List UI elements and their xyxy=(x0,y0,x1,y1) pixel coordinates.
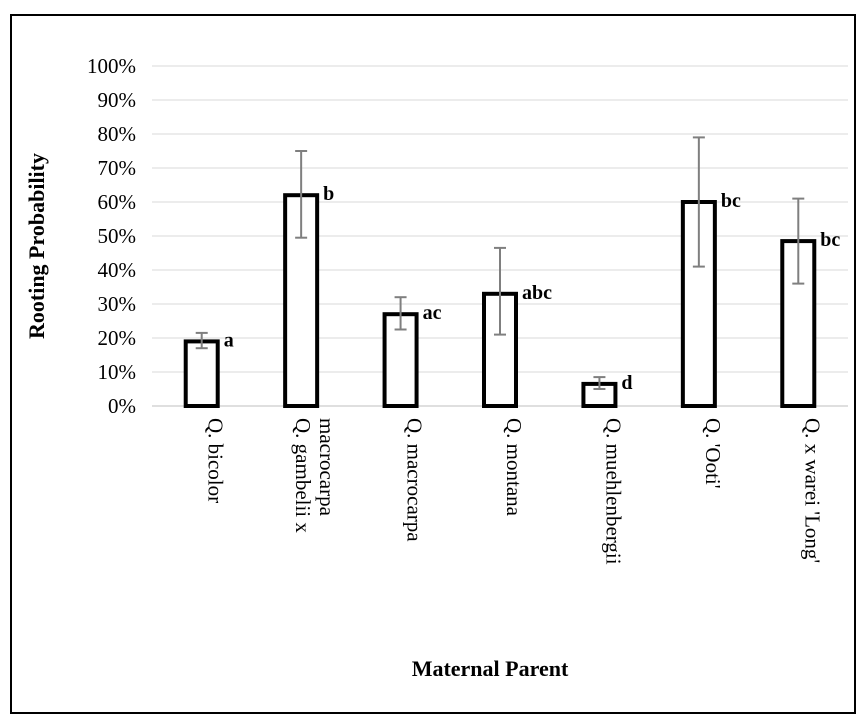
significance-letter: a xyxy=(224,329,234,351)
y-axis-ticks: 0% 10% 20% 30% 40% 50% 60% 70% 80% 90% 100% xyxy=(87,54,136,418)
category-label: Q. 'Ooti' xyxy=(701,418,725,489)
significance-letter: bc xyxy=(721,190,741,212)
y-tick-label: 70% xyxy=(98,156,137,180)
significance-letter: b xyxy=(323,183,334,205)
x-axis-title: Maternal Parent xyxy=(412,656,569,681)
y-tick-label: 60% xyxy=(98,190,137,214)
y-tick-label: 30% xyxy=(98,292,137,316)
category-label: Q. muehlenbergii xyxy=(601,418,625,565)
y-tick-label: 80% xyxy=(98,122,137,146)
category-labels: Q. bicolor Q. gambelii x macrocarpa Q. macr… xyxy=(204,418,825,565)
gridlines xyxy=(152,65,848,373)
significance-letter: bc xyxy=(820,229,840,251)
error-bars xyxy=(195,136,805,390)
significance-letter: abc xyxy=(522,282,552,304)
y-axis-title: Rooting Probability xyxy=(24,153,49,339)
category-label: Q. x warei 'Long' xyxy=(800,418,824,563)
significance-letters: a b ac abc d bc bc xyxy=(224,183,841,394)
significance-letter: ac xyxy=(423,302,442,324)
y-tick-label: 50% xyxy=(98,224,137,248)
bars xyxy=(183,193,817,409)
y-tick-label: 0% xyxy=(108,394,136,418)
category-label: Q. bicolor xyxy=(204,418,228,503)
category-label: macrocarpa xyxy=(315,418,339,517)
bar-chart: 0% 10% 20% 30% 40% 50% 60% 70% 80% 90% 100% a b ac ab… xyxy=(24,54,848,681)
y-tick-label: 10% xyxy=(98,360,137,384)
category-label: Q. macrocarpa xyxy=(403,418,427,542)
bar xyxy=(183,339,220,408)
y-tick-label: 20% xyxy=(98,326,137,350)
y-tick-label: 90% xyxy=(98,88,137,112)
y-tick-label: 100% xyxy=(87,54,136,78)
category-label: Q. montana xyxy=(502,418,526,517)
y-tick-label: 40% xyxy=(98,258,137,282)
significance-letter: d xyxy=(621,372,632,394)
category-label: Q. gambelii x xyxy=(291,418,315,533)
